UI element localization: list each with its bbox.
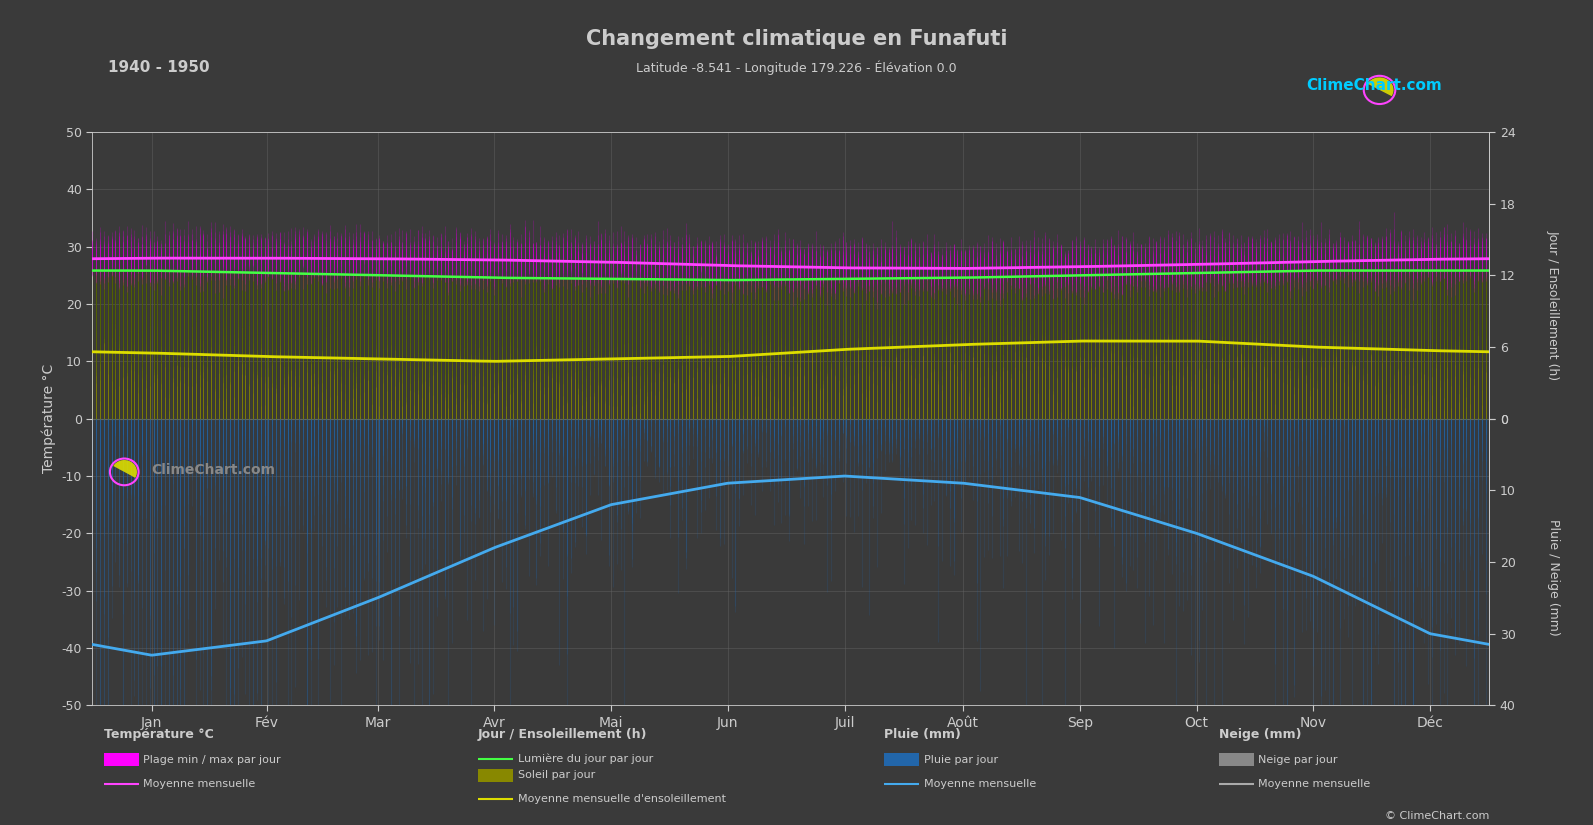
Text: Plage min / max par jour: Plage min / max par jour bbox=[143, 755, 280, 765]
Text: Pluie par jour: Pluie par jour bbox=[924, 755, 999, 765]
Text: Neige (mm): Neige (mm) bbox=[1219, 728, 1301, 741]
Text: Soleil par jour: Soleil par jour bbox=[518, 771, 594, 780]
Text: Latitude -8.541 - Longitude 179.226 - Élévation 0.0: Latitude -8.541 - Longitude 179.226 - Él… bbox=[636, 60, 957, 75]
Text: 1940 - 1950: 1940 - 1950 bbox=[108, 60, 210, 75]
Wedge shape bbox=[1367, 78, 1394, 97]
Text: Jour / Ensoleillement (h): Jour / Ensoleillement (h) bbox=[1547, 230, 1560, 380]
Text: ClimeChart.com: ClimeChart.com bbox=[1306, 78, 1442, 93]
Text: Changement climatique en Funafuti: Changement climatique en Funafuti bbox=[586, 29, 1007, 49]
Text: Lumière du jour par jour: Lumière du jour par jour bbox=[518, 754, 653, 764]
Y-axis label: Température °C: Température °C bbox=[41, 364, 56, 474]
Text: © ClimeChart.com: © ClimeChart.com bbox=[1384, 811, 1489, 821]
Text: Jour / Ensoleillement (h): Jour / Ensoleillement (h) bbox=[478, 728, 647, 741]
Text: ClimeChart.com: ClimeChart.com bbox=[151, 464, 276, 477]
Text: Pluie / Neige (mm): Pluie / Neige (mm) bbox=[1547, 519, 1560, 636]
Text: Neige par jour: Neige par jour bbox=[1258, 755, 1338, 765]
Text: Moyenne mensuelle: Moyenne mensuelle bbox=[1258, 779, 1370, 789]
Text: Pluie (mm): Pluie (mm) bbox=[884, 728, 961, 741]
Text: Moyenne mensuelle: Moyenne mensuelle bbox=[143, 779, 255, 789]
Text: Moyenne mensuelle d'ensoleillement: Moyenne mensuelle d'ensoleillement bbox=[518, 794, 726, 804]
Text: Température °C: Température °C bbox=[104, 728, 213, 741]
Text: Moyenne mensuelle: Moyenne mensuelle bbox=[924, 779, 1035, 789]
Wedge shape bbox=[113, 460, 137, 478]
